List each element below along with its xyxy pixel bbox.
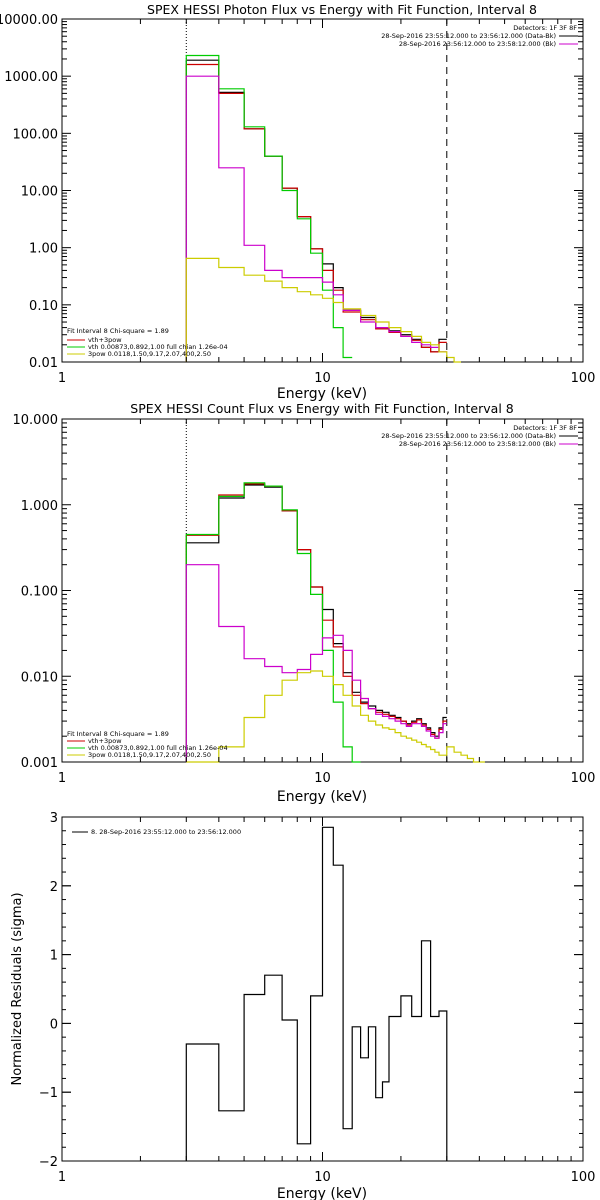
y-tick-label: 2 xyxy=(50,880,58,895)
legend-fit: Fit Interval 8 Chi-square = 1.89 vth+3po… xyxy=(67,327,228,358)
y-tick-label: 3 xyxy=(50,811,58,826)
plot-frame xyxy=(61,18,584,363)
y-tick-label: 10.000 xyxy=(13,413,59,428)
y-axis-label: Normalized Residuals (sigma) xyxy=(10,892,25,1085)
fit-entry-powerlaw: 3pow 0.0118,1.50,9.17,2.07,400,2.50 xyxy=(88,350,211,358)
fit-entry-total: vth+3pow xyxy=(88,737,122,745)
series-line-3 xyxy=(185,75,447,362)
y-tick-label: −1 xyxy=(39,1086,58,1101)
series-line-3 xyxy=(185,564,447,762)
series-line-0 xyxy=(185,826,448,1161)
legend-fit: Fit Interval 8 Chi-square = 1.89 vth+3po… xyxy=(67,730,228,759)
photon-flux-panel: SPEX HESSI Photon Flux vs Energy with Fi… xyxy=(0,2,595,402)
x-tick-label: 100 xyxy=(571,371,596,386)
y-tick-label: 0.010 xyxy=(21,670,58,685)
fit-entry-thermal: vth 0.00873,0.892,1.00 full chian 1.26e-… xyxy=(88,343,228,351)
y-tick-label: 0.01 xyxy=(29,356,58,371)
legend-top-left: 8. 28-Sep-2016 23:55:12.000 to 23:56:12.… xyxy=(72,828,241,836)
series-line-2 xyxy=(185,54,353,362)
y-tick-label: 0 xyxy=(50,1017,58,1032)
x-tick-label: 10 xyxy=(314,771,331,786)
y-tick-label: 10.00 xyxy=(21,185,58,200)
chart-title: SPEX HESSI Count Flux vs Energy with Fit… xyxy=(130,401,513,416)
x-tick-label: 1 xyxy=(58,371,66,386)
series-line-2 xyxy=(185,482,361,763)
legend-entry-background: 28-Sep-2016 23:56:12.000 to 23:58:12.000… xyxy=(399,40,556,48)
x-tick-label: 100 xyxy=(571,1170,596,1185)
legend-entry-residuals: 8. 28-Sep-2016 23:55:12.000 to 23:56:12.… xyxy=(91,828,241,836)
y-tick-label: 10000.00 xyxy=(0,13,58,28)
y-tick-label: 100.00 xyxy=(13,127,59,142)
x-tick-label: 1 xyxy=(58,1170,66,1185)
fit-header: Fit Interval 8 Chi-square = 1.89 xyxy=(67,730,169,738)
series-line-0 xyxy=(185,484,447,762)
y-tick-label: 1 xyxy=(50,949,58,964)
series-line-4 xyxy=(185,257,461,363)
x-tick-label: 100 xyxy=(571,771,596,786)
chart-title: SPEX HESSI Photon Flux vs Energy with Fi… xyxy=(147,2,537,17)
legend-header: Detectors: 1F 3F 8F xyxy=(513,424,577,432)
y-tick-label: 1.00 xyxy=(29,242,58,257)
y-tick-label: 0.100 xyxy=(21,585,58,600)
y-tick-label: 0.10 xyxy=(29,299,58,314)
legend-entry-data: 28-Sep-2016 23:55:12.000 to 23:56:12.000… xyxy=(381,432,556,440)
y-tick-label: −2 xyxy=(39,1155,58,1170)
y-tick-label: 0.001 xyxy=(21,756,58,771)
fit-entry-powerlaw: 3pow 0.0118,1.50,9.17,2.07,400,2.50 xyxy=(88,751,211,759)
y-tick-label: 1.000 xyxy=(21,499,58,514)
x-axis-label: Energy (keV) xyxy=(277,789,367,805)
count-flux-panel: SPEX HESSI Count Flux vs Energy with Fit… xyxy=(13,401,596,805)
legend-entry-data: 28-Sep-2016 23:55:12.000 to 23:56:12.000… xyxy=(381,32,556,40)
legend-entry-background: 28-Sep-2016 23:56:12.000 to 23:58:12.000… xyxy=(399,440,556,448)
y-tick-label: 1000.00 xyxy=(4,70,58,85)
legend-top-right: Detectors: 1F 3F 8F 28-Sep-2016 23:55:12… xyxy=(381,24,578,48)
x-axis-label: Energy (keV) xyxy=(277,1186,367,1200)
series-line-0 xyxy=(185,59,447,362)
x-tick-label: 10 xyxy=(314,1170,331,1185)
x-tick-label: 1 xyxy=(58,771,66,786)
fit-header: Fit Interval 8 Chi-square = 1.89 xyxy=(67,327,169,335)
x-axis-label: Energy (keV) xyxy=(277,386,367,402)
series-line-4 xyxy=(186,670,485,763)
series-line-1 xyxy=(185,63,447,362)
series-line-1 xyxy=(185,483,447,762)
legend-top-right: Detectors: 1F 3F 8F 28-Sep-2016 23:55:12… xyxy=(381,424,578,448)
fit-entry-thermal: vth 0.00873,0.892,1.00 full chian 1.26e-… xyxy=(88,744,228,752)
legend-header: Detectors: 1F 3F 8F xyxy=(513,24,577,32)
fit-entry-total: vth+3pow xyxy=(88,336,122,344)
x-tick-label: 10 xyxy=(314,371,331,386)
